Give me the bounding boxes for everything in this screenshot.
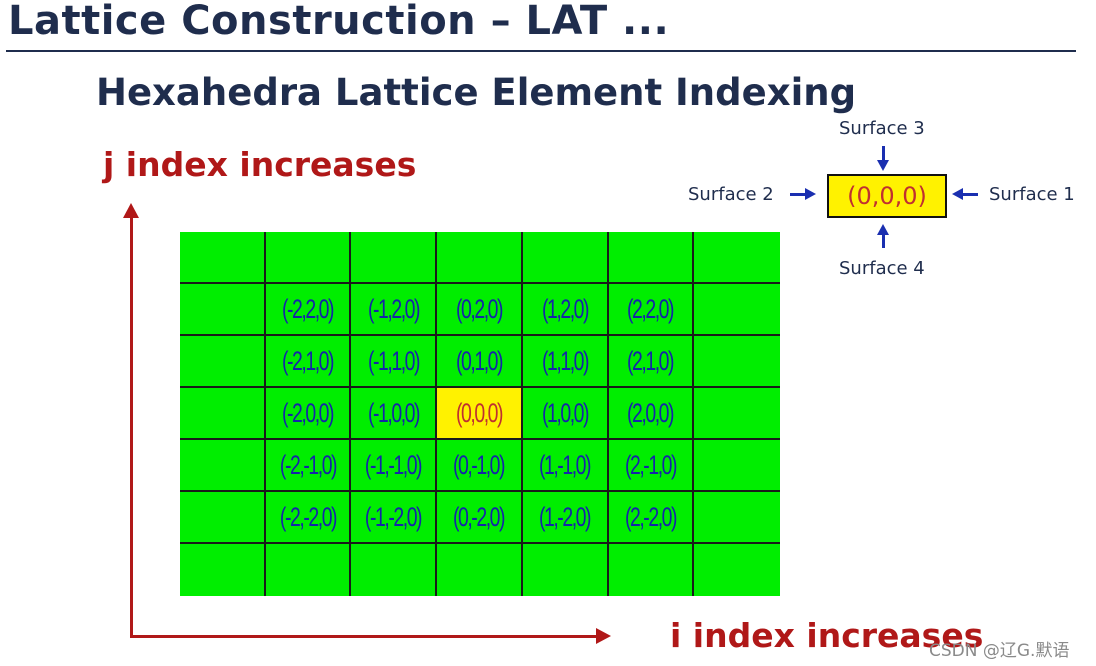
lattice-cell-empty bbox=[523, 544, 609, 596]
lattice-cell-empty bbox=[694, 492, 780, 544]
lattice-cell-index: (0,1,0) bbox=[455, 345, 504, 376]
lattice-cell-empty bbox=[180, 492, 266, 544]
j-axis-line bbox=[130, 215, 133, 638]
lattice-cell-index: (0,-2,0) bbox=[453, 501, 506, 532]
lattice-cell-empty bbox=[694, 544, 780, 596]
legend-cell: (0,0,0) bbox=[827, 174, 947, 218]
lattice-cell-index: (1,0,0) bbox=[541, 397, 590, 428]
lattice-cell: (1,1,0) bbox=[522, 336, 609, 388]
lattice-cell: (0,2,0) bbox=[437, 284, 523, 336]
lattice-cell-empty bbox=[180, 232, 266, 284]
surface-4-label: Surface 4 bbox=[839, 258, 925, 279]
lattice-cell-index: (-2,-1,0) bbox=[279, 449, 337, 480]
lattice-cell: (2,0,0) bbox=[608, 388, 695, 440]
lattice-cell-index: (-2,1,0) bbox=[281, 345, 335, 376]
lattice-cell: (2,-2,0) bbox=[608, 492, 695, 544]
surface-1-label: Surface 1 bbox=[989, 184, 1075, 205]
lattice-cell-empty bbox=[180, 544, 266, 596]
i-axis-label: i index increases bbox=[670, 616, 984, 655]
lattice-cell-index: (0,-1,0) bbox=[453, 449, 506, 480]
lattice-cell-index: (1,-2,0) bbox=[539, 501, 592, 532]
lattice-cell-index: (1,2,0) bbox=[541, 293, 590, 324]
lattice-cell-empty bbox=[694, 284, 780, 336]
lattice-cell: (-2,-2,0) bbox=[265, 492, 352, 544]
lattice-cell-empty bbox=[180, 284, 266, 336]
lattice-cell: (1,0,0) bbox=[522, 388, 609, 440]
lattice-cell-index: (2,2,0) bbox=[627, 293, 675, 324]
lattice-cell-index: (-1,2,0) bbox=[367, 293, 421, 324]
lattice-grid: (-2,2,0) (-1,2,0) (0,2,0) (1,2,0) (2,2,0) (-2… bbox=[180, 232, 780, 596]
surface-2-label: Surface 2 bbox=[688, 184, 774, 205]
lattice-cell-empty bbox=[694, 336, 780, 388]
lattice-cell-index: (-2,0,0) bbox=[281, 397, 335, 428]
lattice-cell-index: (2,1,0) bbox=[627, 345, 675, 376]
lattice-cell-index: (2,-2,0) bbox=[624, 501, 678, 532]
lattice-cell-index: (-1,-1,0) bbox=[365, 449, 423, 480]
lattice-cell-empty bbox=[694, 232, 780, 284]
lattice-cell: (-1,1,0) bbox=[351, 336, 438, 388]
i-axis-arrow-icon bbox=[596, 628, 611, 644]
lattice-cell-empty bbox=[522, 232, 609, 284]
lattice-cell-empty bbox=[694, 388, 780, 440]
lattice-cell-empty bbox=[180, 388, 266, 440]
lattice-cell-empty bbox=[266, 544, 352, 596]
surface-4-arrow-icon bbox=[877, 224, 889, 235]
surface-3-arrow-icon bbox=[877, 160, 889, 171]
title-divider bbox=[6, 50, 1076, 52]
lattice-cell-empty bbox=[351, 232, 438, 284]
lattice-cell-empty bbox=[351, 544, 438, 596]
lattice-cell-index: (-1,-2,0) bbox=[365, 501, 423, 532]
lattice-cell: (-1,-1,0) bbox=[351, 440, 438, 492]
lattice-cell-index: (1,1,0) bbox=[541, 345, 590, 376]
slide-subtitle: Hexahedra Lattice Element Indexing bbox=[96, 71, 857, 114]
watermark: CSDN @辽G.默语 bbox=[929, 641, 1070, 661]
lattice-cell: (0,0,0) bbox=[437, 388, 523, 440]
lattice-cell: (-2,2,0) bbox=[265, 284, 352, 336]
surface-1-arrow-icon bbox=[952, 188, 963, 200]
surface-3-arrow-shaft bbox=[882, 146, 885, 162]
lattice-cell: (1,2,0) bbox=[522, 284, 609, 336]
lattice-cell-empty bbox=[180, 336, 266, 388]
lattice-cell-index: (-2,2,0) bbox=[281, 293, 335, 324]
i-axis-line bbox=[130, 635, 600, 638]
surface-4-arrow-shaft bbox=[882, 234, 885, 248]
surface-2-arrow-shaft bbox=[790, 193, 806, 196]
j-axis-arrow-icon bbox=[123, 203, 139, 218]
lattice-cell-empty bbox=[608, 232, 695, 284]
lattice-cell: (0,1,0) bbox=[437, 336, 523, 388]
slide-title: Lattice Construction – LAT ... bbox=[8, 0, 670, 44]
j-axis-label: j index increases bbox=[103, 145, 417, 184]
lattice-cell: (-1,2,0) bbox=[351, 284, 438, 336]
lattice-cell-index: (1,-1,0) bbox=[539, 449, 592, 480]
lattice-cell: (-2,-1,0) bbox=[265, 440, 352, 492]
lattice-cell-empty bbox=[180, 440, 266, 492]
lattice-cell-empty bbox=[265, 232, 352, 284]
lattice-cell-empty bbox=[437, 544, 523, 596]
lattice-cell-index: (-1,1,0) bbox=[367, 345, 421, 376]
lattice-cell: (2,2,0) bbox=[608, 284, 695, 336]
lattice-cell-index: (0,2,0) bbox=[455, 293, 504, 324]
surface-3-label: Surface 3 bbox=[839, 118, 925, 139]
lattice-cell-index: (-1,0,0) bbox=[367, 397, 421, 428]
lattice-cell: (2,1,0) bbox=[608, 336, 695, 388]
lattice-cell: (-2,0,0) bbox=[265, 388, 352, 440]
lattice-cell: (0,-2,0) bbox=[437, 492, 523, 544]
lattice-cell-index: (2,-1,0) bbox=[624, 449, 678, 480]
lattice-cell: (-1,-2,0) bbox=[351, 492, 438, 544]
lattice-cell-index: (0,0,0) bbox=[455, 397, 504, 428]
lattice-cell: (0,-1,0) bbox=[437, 440, 523, 492]
lattice-cell-empty bbox=[609, 544, 695, 596]
lattice-cell: (-2,1,0) bbox=[265, 336, 352, 388]
lattice-cell: (2,-1,0) bbox=[608, 440, 695, 492]
lattice-cell: (1,-2,0) bbox=[522, 492, 609, 544]
lattice-cell-empty bbox=[694, 440, 780, 492]
lattice-cell-index: (-2,-2,0) bbox=[279, 501, 337, 532]
surface-2-arrow-icon bbox=[805, 188, 816, 200]
lattice-cell: (1,-1,0) bbox=[522, 440, 609, 492]
lattice-cell: (-1,0,0) bbox=[351, 388, 438, 440]
lattice-cell-index: (2,0,0) bbox=[627, 397, 675, 428]
surface-1-arrow-shaft bbox=[962, 193, 978, 196]
lattice-cell-empty bbox=[437, 232, 523, 284]
